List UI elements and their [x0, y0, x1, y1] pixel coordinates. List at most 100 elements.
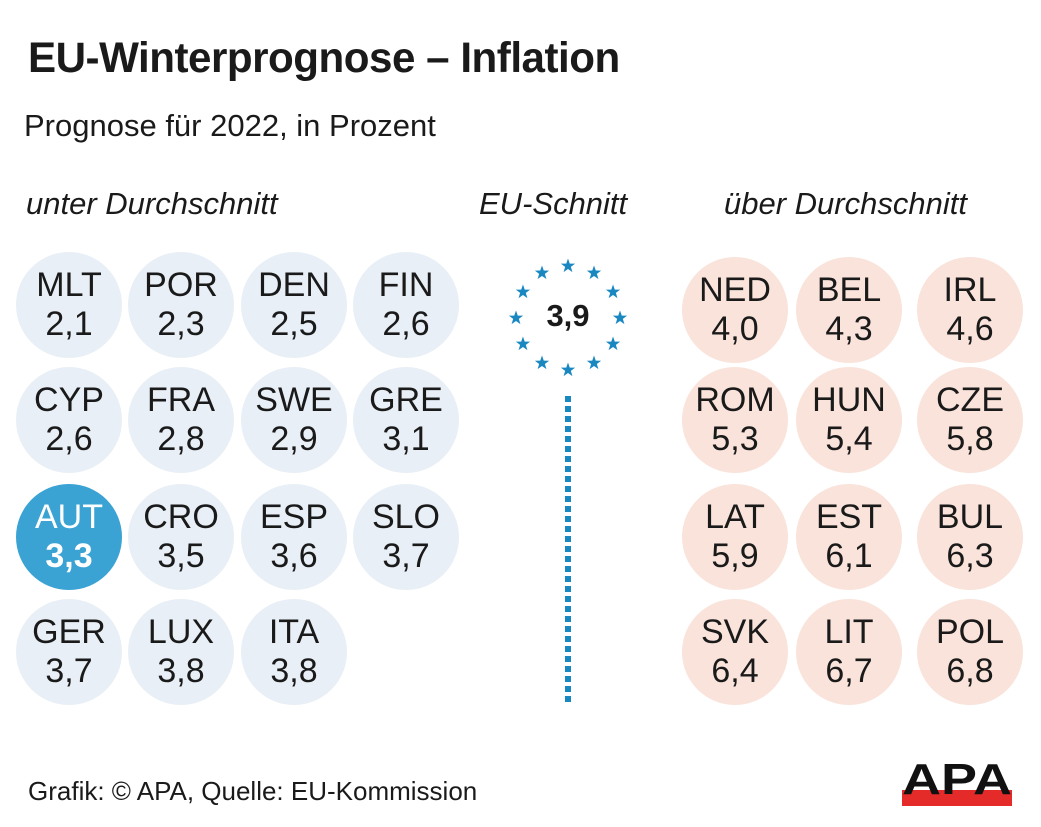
- country-code: SWE: [255, 381, 333, 419]
- country-circle-bel: BEL 4,3: [796, 257, 902, 363]
- country-code: EST: [815, 498, 883, 536]
- country-value: 6,3: [946, 537, 994, 575]
- country-circle-cyp: CYP 2,6: [16, 367, 122, 473]
- country-code: MLT: [36, 266, 102, 304]
- country-code: CYP: [34, 381, 104, 419]
- country-value: 2,9: [270, 420, 318, 458]
- country-value: 6,7: [825, 652, 873, 690]
- country-value: 5,9: [711, 537, 759, 575]
- star-icon: [560, 362, 576, 377]
- star-icon: [508, 310, 524, 325]
- country-value: 6,1: [825, 537, 873, 575]
- country-value: 6,4: [711, 652, 759, 690]
- country-code: GRE: [369, 381, 443, 419]
- country-value: 2,6: [45, 420, 93, 458]
- country-circle-lat: LAT 5,9: [682, 484, 788, 590]
- eu-average-label: EU-Schnitt: [479, 186, 628, 221]
- country-circle-por: POR 2,3: [128, 252, 234, 358]
- country-code: GER: [32, 613, 106, 651]
- star-icon: [534, 355, 550, 370]
- country-circle-pol: POL 6,8: [917, 599, 1023, 705]
- country-value: 3,6: [270, 537, 318, 575]
- country-circle-slo: SLO 3,7: [353, 484, 459, 590]
- country-code: IRL: [943, 271, 997, 309]
- country-code: SVK: [700, 613, 770, 651]
- country-circle-lux: LUX 3,8: [128, 599, 234, 705]
- country-circle-fra: FRA 2,8: [128, 367, 234, 473]
- country-code: ITA: [268, 613, 320, 651]
- country-circle-rom: ROM 5,3: [682, 367, 788, 473]
- country-value: 5,3: [711, 420, 759, 458]
- country-code: CZE: [936, 381, 1004, 419]
- chart-subtitle: Prognose für 2022, in Prozent: [24, 108, 436, 143]
- country-value: 3,3: [45, 537, 93, 575]
- country-value: 2,6: [382, 305, 430, 343]
- country-circle-gre: GRE 3,1: [353, 367, 459, 473]
- country-circle-bul: BUL 6,3: [917, 484, 1023, 590]
- country-circle-cro: CRO 3,5: [128, 484, 234, 590]
- star-icon: [605, 284, 621, 299]
- country-code: ROM: [695, 381, 775, 419]
- country-code: POL: [935, 613, 1005, 651]
- star-icon: [605, 336, 621, 351]
- country-circle-ned: NED 4,0: [682, 257, 788, 363]
- star-icon: [515, 336, 531, 351]
- country-value: 5,8: [946, 420, 994, 458]
- chart-title: EU-Winterprognose – Inflation: [28, 34, 620, 82]
- star-icon: [612, 310, 628, 325]
- country-code: LUX: [147, 613, 215, 651]
- country-code: BUL: [936, 498, 1004, 536]
- country-value: 4,3: [825, 310, 873, 348]
- country-value: 4,0: [711, 310, 759, 348]
- country-value: 3,5: [157, 537, 205, 575]
- country-circle-hun: HUN 5,4: [796, 367, 902, 473]
- star-icon: [586, 265, 602, 280]
- country-value: 3,7: [382, 537, 430, 575]
- source-credit: Grafik: © APA, Quelle: EU-Kommission: [28, 776, 478, 806]
- eu-average-value: 3,9: [546, 298, 590, 333]
- country-value: 2,5: [270, 305, 318, 343]
- country-code: CRO: [143, 498, 219, 536]
- country-code: NED: [699, 271, 771, 309]
- country-value: 5,4: [825, 420, 873, 458]
- star-icon: [560, 258, 576, 273]
- eu-stars-ring-icon: [508, 258, 628, 377]
- country-value: 2,3: [157, 305, 205, 343]
- star-icon: [534, 265, 550, 280]
- country-circle-ger: GER 3,7: [16, 599, 122, 705]
- country-value: 6,8: [946, 652, 994, 690]
- country-circle-ita: ITA 3,8: [241, 599, 347, 705]
- country-value: 2,8: [157, 420, 205, 458]
- country-code: LAT: [705, 498, 765, 536]
- country-circle-est: EST 6,1: [796, 484, 902, 590]
- star-icon: [586, 355, 602, 370]
- above-average-label: über Durchschnitt: [724, 186, 967, 221]
- country-value: 3,7: [45, 652, 93, 690]
- country-circle-svk: SVK 6,4: [682, 599, 788, 705]
- country-circle-lit: LIT 6,7: [796, 599, 902, 705]
- country-code: AUT: [35, 498, 103, 536]
- country-code: FIN: [378, 266, 434, 304]
- country-code: FRA: [147, 381, 215, 419]
- country-value: 4,6: [946, 310, 994, 348]
- country-code: ESP: [259, 498, 329, 536]
- below-average-label: unter Durchschnitt: [26, 186, 278, 221]
- country-code: SLO: [371, 498, 441, 536]
- country-circle-cze: CZE 5,8: [917, 367, 1023, 473]
- country-circle-mlt: MLT 2,1: [16, 252, 122, 358]
- country-circle-aut: AUT 3,3: [16, 484, 122, 590]
- country-value: 3,8: [157, 652, 205, 690]
- apa-logo: APA: [902, 758, 1012, 806]
- svg-text:APA: APA: [902, 758, 1012, 804]
- star-icon: [515, 284, 531, 299]
- country-code: LIT: [824, 613, 874, 651]
- country-code: DEN: [258, 266, 330, 304]
- country-code: POR: [144, 266, 218, 304]
- country-circle-irl: IRL 4,6: [917, 257, 1023, 363]
- country-value: 3,1: [382, 420, 430, 458]
- country-code: BEL: [816, 271, 882, 309]
- country-code: HUN: [812, 381, 886, 419]
- eu-average-dotted-line: [565, 396, 571, 702]
- country-value: 2,1: [45, 305, 93, 343]
- country-circle-swe: SWE 2,9: [241, 367, 347, 473]
